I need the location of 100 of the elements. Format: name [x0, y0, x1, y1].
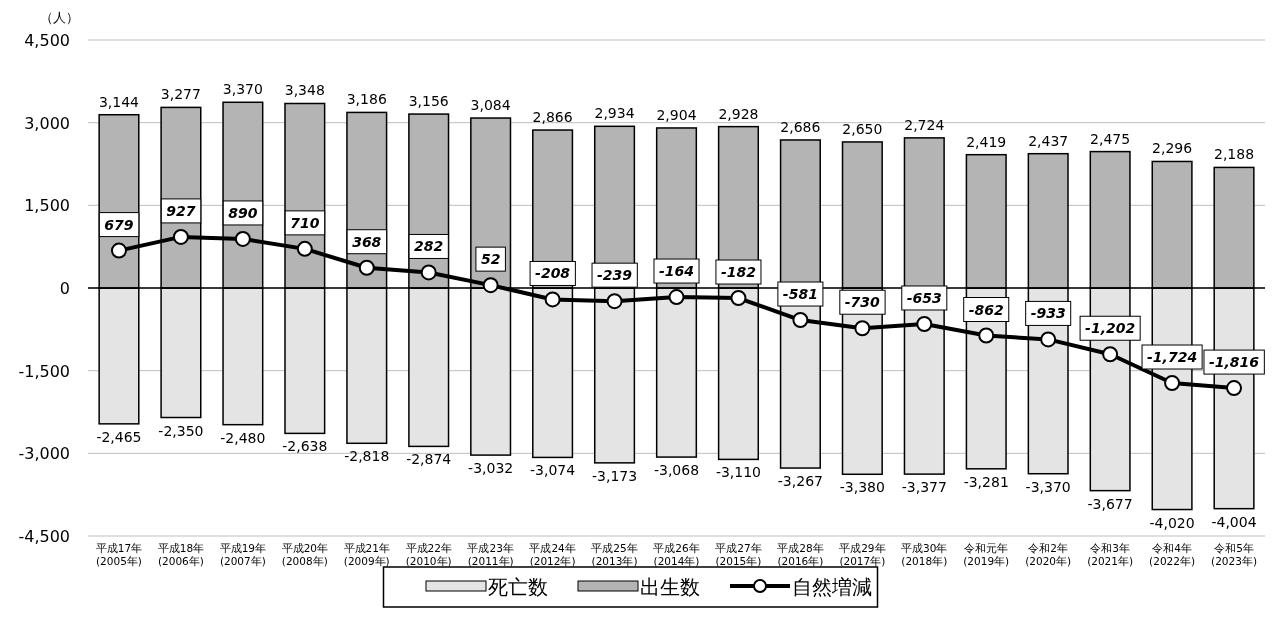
data-label: 2,686: [780, 118, 821, 135]
y-tick-label: 3,000: [24, 113, 70, 133]
x-tick-label: 平成17年 (2005年): [95, 542, 143, 567]
data-label: 52: [480, 251, 501, 268]
point: [234, 230, 251, 247]
data-label: 3,370: [222, 81, 263, 98]
data-label: -2,465: [96, 428, 142, 445]
y-tick-label: 0: [59, 279, 70, 298]
point: [1164, 375, 1181, 392]
data-label: -653: [906, 289, 942, 306]
data-label: 2,866: [532, 109, 573, 126]
legend-label: 自然増減: [792, 575, 872, 599]
point: [606, 293, 623, 310]
data-label: -2,480: [220, 429, 266, 446]
y-tick-label: 1,500: [24, 196, 70, 216]
data-label: -3,267: [777, 473, 823, 490]
data-label: -3,173: [591, 467, 638, 484]
data-label: 2,650: [842, 120, 883, 137]
x-tick-label: 令和4年 (2022年): [1149, 542, 1196, 567]
data-label: -164: [658, 263, 695, 280]
data-label: -4,020: [1149, 514, 1195, 531]
data-label: 710: [290, 214, 320, 231]
data-label: 927: [166, 202, 196, 219]
data-label: 282: [414, 238, 444, 255]
data-label: 2,934: [594, 105, 635, 122]
x-tick-label: 平成26年 (2014年): [653, 542, 700, 567]
data-label: -2,874: [406, 451, 452, 468]
x-tick-label: 平成27年 (2015年): [715, 542, 762, 567]
data-label: -862: [968, 301, 1004, 318]
data-label: -239: [597, 267, 633, 284]
data-label: 3,277: [160, 86, 201, 103]
x-tick-label: 平成22年 (2010年): [405, 542, 452, 567]
point: [1040, 331, 1057, 348]
data-label: -3,032: [468, 460, 514, 477]
point: [730, 290, 747, 307]
data-label: -4,004: [1211, 513, 1257, 530]
data-label: 2,188: [1213, 146, 1255, 163]
y-tick-label: -3,000: [18, 444, 70, 464]
y-axis-title: （人）: [40, 10, 79, 25]
point: [172, 228, 189, 245]
data-label: -3,377: [901, 479, 947, 496]
data-label: 2,475: [1090, 130, 1131, 147]
data-label: 2,437: [1028, 132, 1069, 149]
data-label: 3,186: [346, 91, 387, 108]
x-tick-label: 令和元年 (2019年): [963, 542, 1010, 567]
data-label: -208: [535, 265, 571, 282]
point: [296, 240, 313, 257]
legend-label: 出生数: [640, 575, 700, 599]
data-label: 2,296: [1152, 140, 1193, 157]
x-tick-label: 平成20年 (2008年): [281, 542, 328, 567]
data-label: 368: [352, 233, 382, 250]
data-label: -581: [782, 286, 818, 303]
x-tick-label: 令和3年 (2021年): [1087, 542, 1134, 567]
x-tick-label: 平成18年 (2006年): [157, 542, 205, 567]
x-tick-label: 平成29年 (2017年): [839, 542, 886, 567]
data-label: -1,816: [1208, 354, 1260, 371]
x-tick-label: 平成24年 (2012年): [529, 542, 576, 567]
x-tick-label: 令和5年 (2023年): [1211, 542, 1257, 567]
data-label: 679: [104, 216, 134, 233]
point: [978, 327, 995, 344]
y-tick-label: 4,500: [24, 31, 70, 50]
data-label: -3,110: [715, 464, 762, 481]
data-label: -3,380: [839, 479, 885, 496]
data-label: -3,370: [1025, 478, 1071, 495]
x-tick-label: 令和2年 (2020年): [1025, 542, 1072, 567]
data-label: -2,638: [282, 438, 328, 455]
point: [544, 291, 561, 308]
data-label: -3,068: [653, 462, 700, 479]
x-tick-label: 平成21年 (2009年): [343, 542, 390, 567]
data-label: -3,677: [1087, 495, 1133, 512]
y-tick-label: -1,500: [18, 361, 70, 381]
data-label: -1,202: [1085, 320, 1136, 337]
data-label: -730: [844, 294, 881, 311]
data-label: 3,156: [408, 93, 449, 110]
point: [1102, 346, 1119, 363]
point: [482, 277, 499, 294]
data-label: 2,904: [656, 106, 697, 123]
data-label: -3,074: [530, 462, 576, 479]
point: [916, 315, 933, 332]
point: [1226, 380, 1243, 397]
y-tick-label: -4,500: [18, 527, 70, 546]
point: [668, 289, 685, 306]
data-label: 3,084: [470, 97, 511, 114]
point: [854, 320, 871, 337]
legend-label: 死亡数: [488, 575, 548, 599]
data-label: -1,724: [1147, 349, 1198, 366]
point: [358, 259, 375, 276]
data-label: 2,928: [718, 105, 759, 122]
point: [420, 264, 437, 281]
point: [110, 242, 127, 259]
data-label: -3,281: [963, 473, 1009, 490]
data-label: -2,818: [344, 448, 390, 465]
x-tick-label: 平成30年 (2018年): [901, 542, 948, 567]
x-tick-label: 平成19年 (2007年): [219, 542, 267, 567]
data-label: -933: [1030, 305, 1066, 322]
data-label: 3,144: [98, 93, 140, 110]
data-label: -182: [720, 264, 756, 281]
data-label: 2,419: [966, 133, 1007, 150]
x-tick-label: 平成23年 (2011年): [467, 542, 514, 567]
x-tick-label: 平成25年 (2013年): [591, 542, 638, 567]
